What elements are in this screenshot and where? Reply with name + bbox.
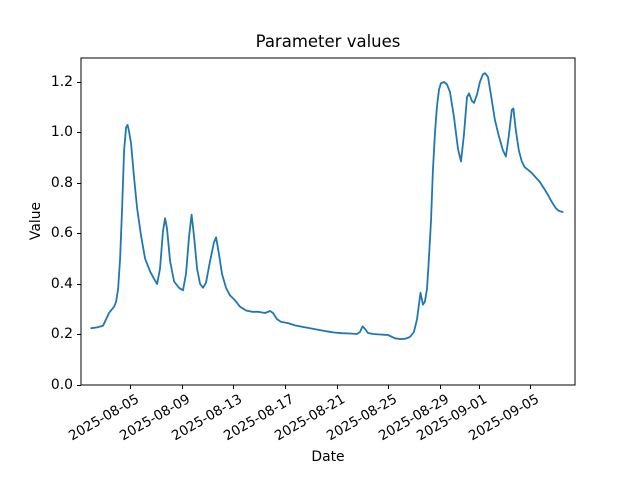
chart-title: Parameter values — [255, 32, 401, 51]
y-tick-label: 0.4 — [50, 275, 73, 292]
y-tick-label: 0.2 — [50, 326, 73, 343]
x-axis-label: Date — [311, 449, 345, 465]
y-tick-label: 0.8 — [50, 174, 73, 191]
axes-frame — [80, 57, 576, 386]
y-tick-label: 1.0 — [50, 124, 73, 141]
y-tick-label: 1.2 — [50, 73, 73, 90]
y-tick-label: 0.6 — [50, 225, 73, 242]
y-axis-label: Value — [28, 201, 44, 241]
y-tick-label: 0.0 — [50, 377, 73, 393]
data-line-parameter — [90, 72, 564, 340]
